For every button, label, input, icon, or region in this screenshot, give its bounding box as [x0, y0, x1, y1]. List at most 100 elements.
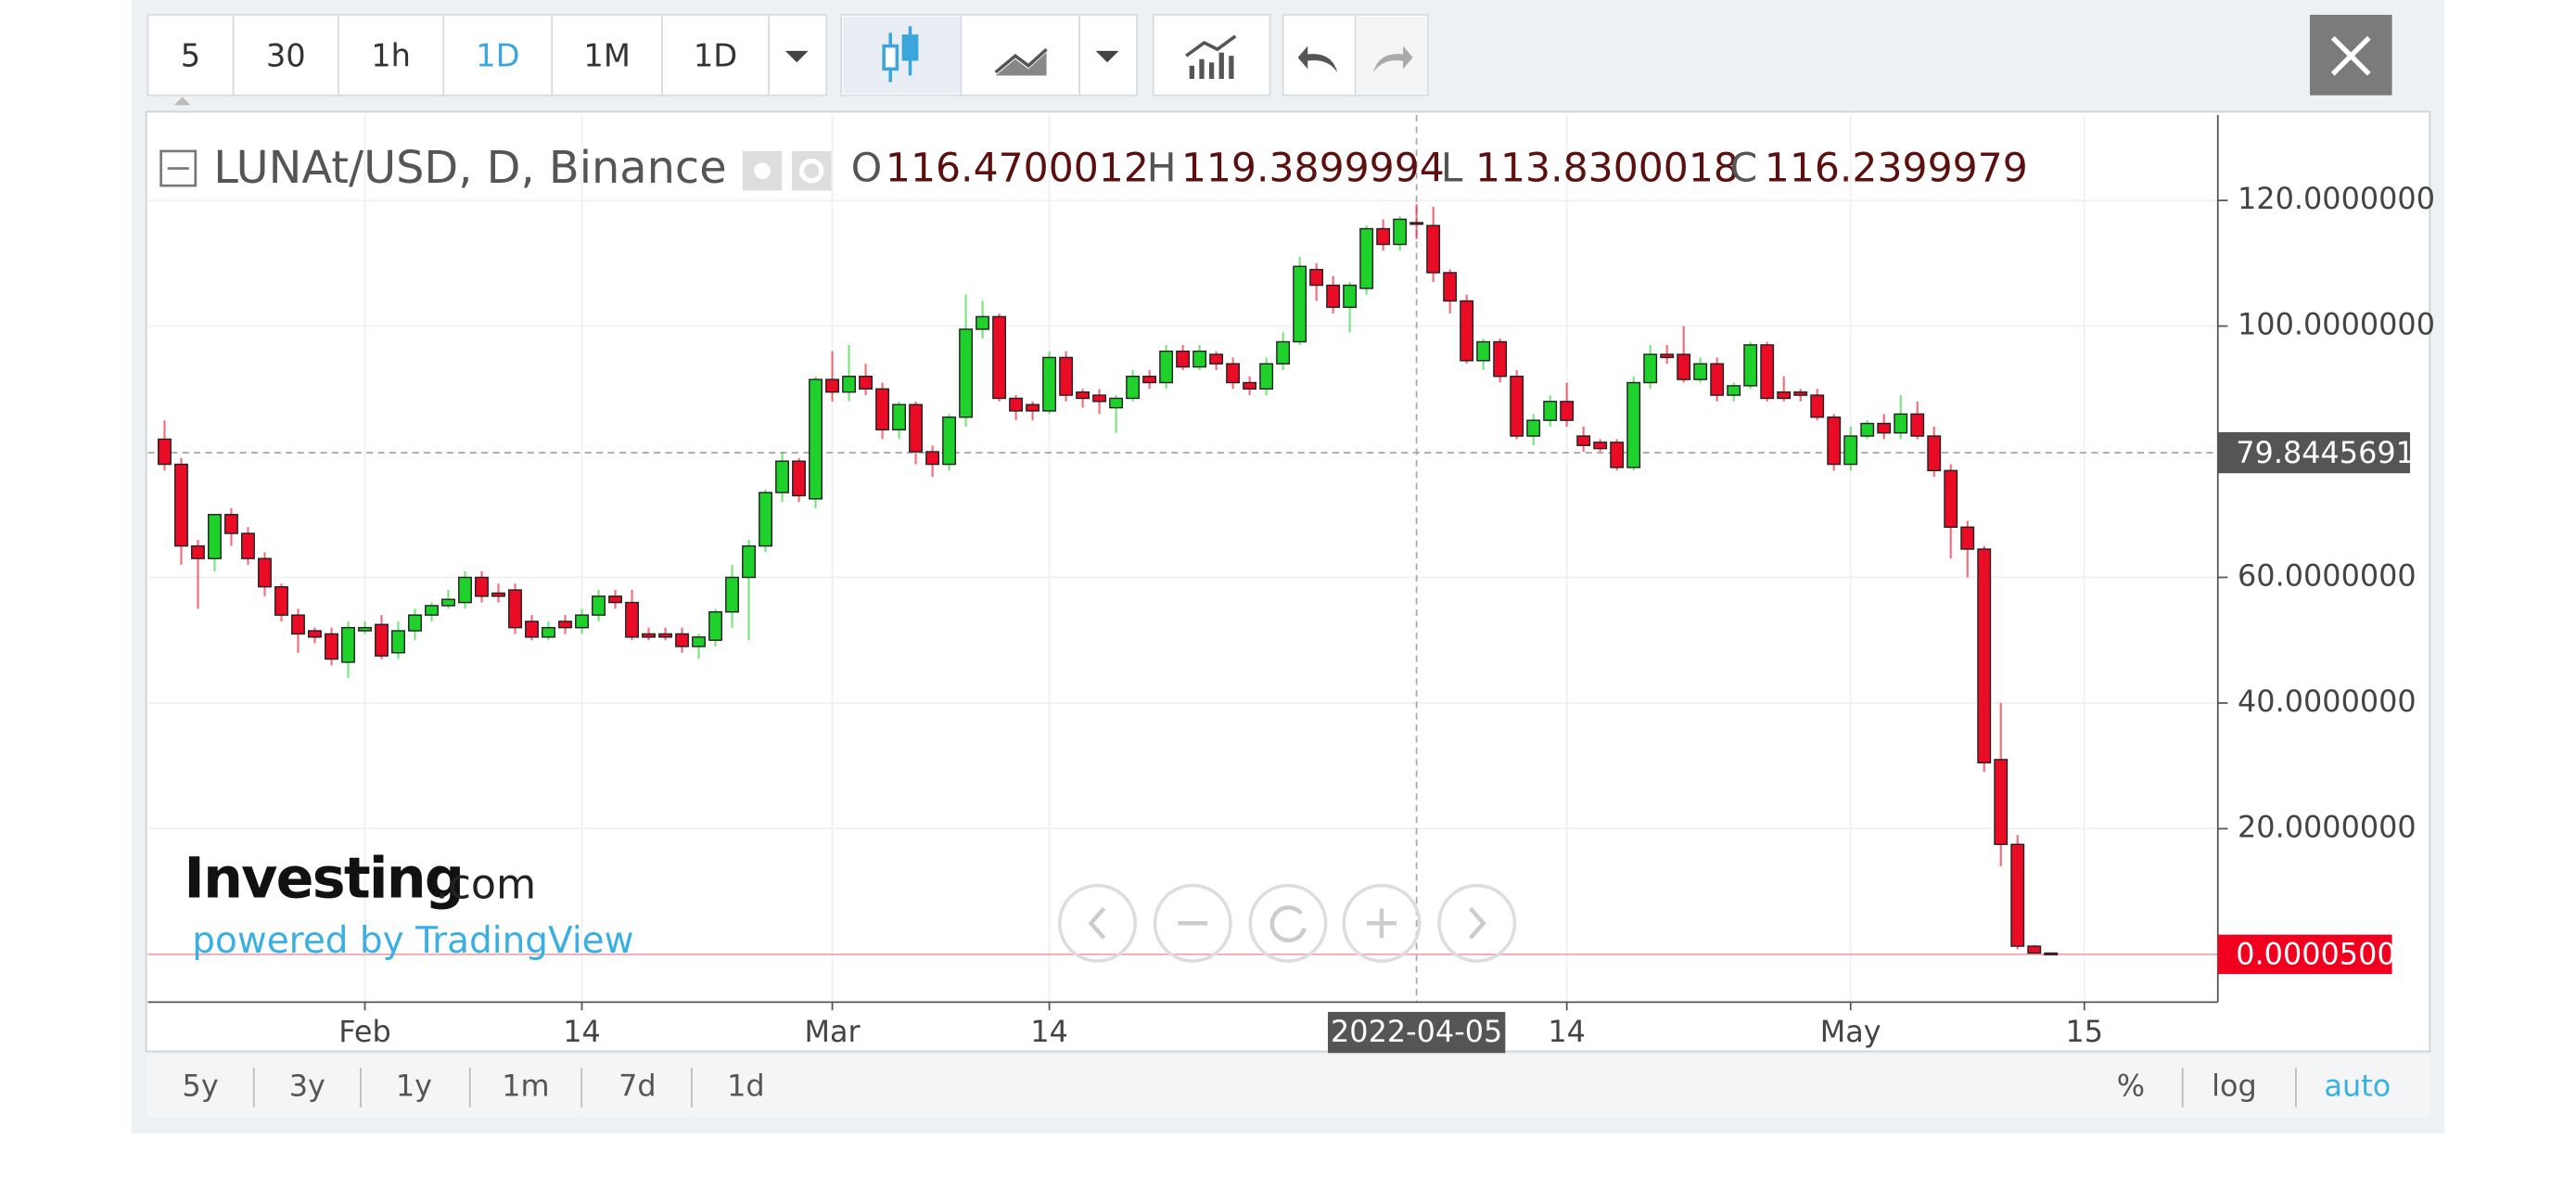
- y-tick-label: 60.0000000: [2238, 557, 2417, 593]
- candle-body: [1309, 268, 1324, 287]
- interval-button[interactable]: [661, 14, 771, 96]
- candle-body: [458, 576, 472, 604]
- candle-body: [525, 621, 539, 638]
- candle-body: [308, 630, 322, 638]
- candle-body: [2044, 952, 2059, 955]
- candle-body: [1960, 526, 1975, 550]
- candle-body: [909, 403, 924, 453]
- eye-icon: [754, 162, 771, 180]
- scale-option[interactable]: log: [2212, 1068, 2257, 1103]
- candle-body: [542, 626, 555, 638]
- dropdown-arrow[interactable]: [1095, 50, 1119, 63]
- candle-body: [558, 621, 572, 629]
- candle-body: [391, 630, 405, 654]
- interval-label: 5: [181, 37, 200, 73]
- crosshair-price-box: [2217, 431, 2411, 474]
- scroll-right[interactable]: [1437, 883, 1517, 963]
- scroll-left[interactable]: [1057, 883, 1138, 963]
- candle-body: [1743, 344, 1758, 387]
- candle-body: [1192, 350, 1207, 368]
- candle-body: [859, 376, 874, 390]
- candle-body: [341, 626, 355, 663]
- dropdown-arrow[interactable]: [784, 50, 809, 63]
- range-button[interactable]: 1d: [727, 1068, 765, 1103]
- watermark-credit: powered by TradingView: [192, 920, 633, 962]
- interval-button[interactable]: [442, 14, 554, 96]
- range-button[interactable]: 7d: [618, 1068, 657, 1103]
- close-icon: [2330, 35, 2371, 76]
- y-tick-label: 100.0000000: [2238, 307, 2435, 342]
- candle-body: [1426, 224, 1441, 274]
- candle-body: [2027, 945, 2042, 954]
- candle-body: [1593, 442, 1608, 450]
- grid: [147, 114, 2218, 1003]
- ohlc-key: O: [851, 147, 882, 192]
- settings-button[interactable]: [791, 150, 832, 191]
- indicators-icon: [1185, 34, 1237, 80]
- ohlc-value: 119.3899994: [1181, 147, 1445, 192]
- candle-body: [575, 614, 589, 629]
- crosshair-date-label: 2022-04-05: [1331, 1014, 1502, 1049]
- candle-body: [174, 463, 188, 547]
- candle-body: [1877, 422, 1892, 434]
- candle-body: [1994, 759, 2009, 846]
- bottom-bar: [146, 1055, 2430, 1118]
- zoom-out[interactable]: [1153, 883, 1232, 963]
- scale-option[interactable]: auto: [2324, 1068, 2391, 1103]
- candle-body: [925, 451, 940, 466]
- candle-body: [1910, 413, 1925, 437]
- range-button[interactable]: 1m: [502, 1068, 549, 1103]
- interval-button[interactable]: [551, 14, 663, 96]
- candle-body: [1526, 419, 1541, 437]
- ohlc-value: 113.8300018: [1475, 147, 1739, 192]
- candle-body: [608, 596, 622, 604]
- ohlc-value: 116.4700012: [886, 147, 1149, 192]
- ohlc-value: 116.2399979: [1765, 147, 2028, 192]
- reset[interactable]: [1248, 883, 1328, 963]
- ohlc-key: L: [1441, 147, 1463, 192]
- x-tick-label: 14: [1548, 1014, 1586, 1049]
- range-button[interactable]: 5y: [183, 1068, 219, 1103]
- candle-body: [1710, 363, 1725, 396]
- scale-option[interactable]: %: [2117, 1068, 2145, 1103]
- candle-body: [1126, 376, 1141, 400]
- x-tick-label: Feb: [338, 1014, 390, 1049]
- icon: [1269, 905, 1307, 942]
- candle-body: [1409, 222, 1424, 225]
- x-tick-label: Mar: [804, 1014, 861, 1049]
- y-tick-label: 40.0000000: [2238, 684, 2417, 719]
- candle-body: [1393, 218, 1408, 246]
- interval-button[interactable]: [147, 14, 235, 96]
- candle-body: [725, 576, 739, 613]
- crosshair-date-box: [1327, 1011, 1506, 1054]
- zoom-in[interactable]: [1342, 883, 1422, 963]
- y-tick-label: 120.0000000: [2238, 181, 2435, 216]
- candle-body: [1660, 353, 1675, 359]
- line-icon: [994, 47, 1048, 74]
- candle-body: [1493, 340, 1508, 378]
- candle-body: [1109, 397, 1124, 409]
- candle-body: [1159, 350, 1174, 384]
- crosshair-price-label: 79.8445691: [2236, 435, 2415, 470]
- candle-body: [241, 532, 255, 559]
- range-button[interactable]: 3y: [289, 1068, 325, 1103]
- interval-label: 1h: [371, 37, 411, 73]
- candle-body: [1243, 381, 1257, 390]
- interval-button[interactable]: [338, 14, 445, 96]
- range-button[interactable]: 1y: [396, 1068, 432, 1103]
- candle-body: [1359, 227, 1374, 289]
- candle-body: [625, 601, 639, 638]
- ohlc-key: C: [1730, 147, 1758, 192]
- candle-body: [491, 592, 505, 597]
- collapse-arrow[interactable]: [173, 96, 191, 106]
- candle-body: [1259, 363, 1274, 390]
- candle-body: [692, 636, 706, 647]
- indicators-button[interactable]: [1152, 14, 1271, 96]
- candle-body: [1059, 356, 1074, 396]
- x-tick-label: 14: [1030, 1014, 1068, 1049]
- interval-label: 1D: [694, 37, 737, 73]
- area-icon: [995, 52, 1047, 76]
- candle-body: [1510, 376, 1524, 437]
- candle-body: [425, 605, 439, 616]
